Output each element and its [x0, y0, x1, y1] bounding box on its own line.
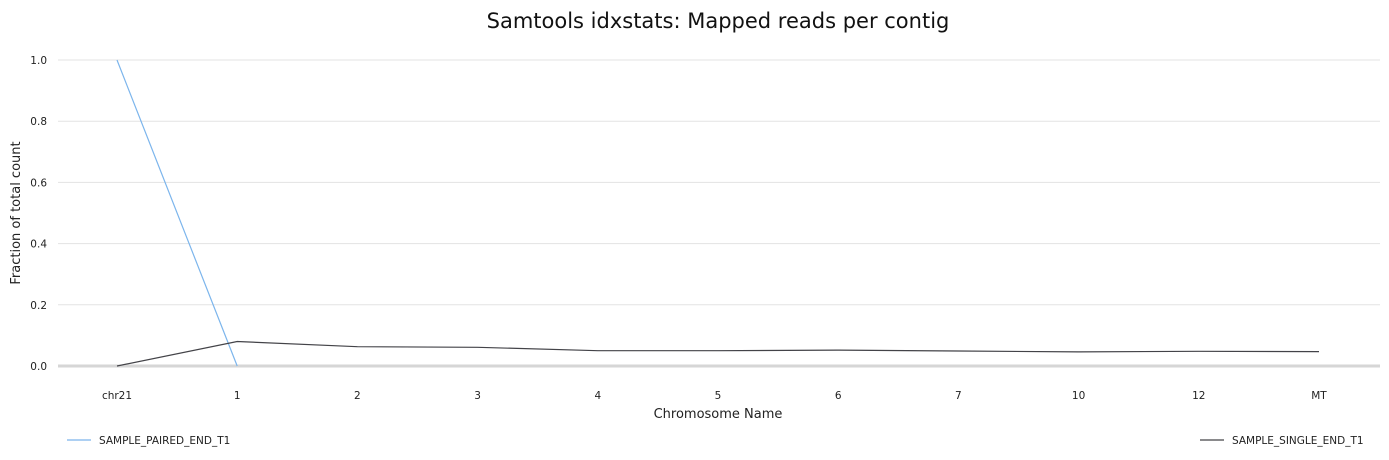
y-tick-label: 0.8: [30, 116, 47, 128]
legend: SAMPLE_PAIRED_END_T1 SAMPLE_SINGLE_END_T1: [67, 435, 1364, 447]
legend-label: SAMPLE_SINGLE_END_T1: [1232, 435, 1364, 447]
x-tick-label: 5: [715, 390, 722, 402]
x-tick-label: 4: [594, 390, 601, 402]
series-lines: [116, 59, 1320, 367]
x-axis-label: Chromosome Name: [654, 407, 783, 422]
y-axis-ticks: 0.0 0.2 0.4 0.6 0.8 1.0: [30, 55, 47, 373]
y-tick-label: 1.0: [30, 55, 47, 67]
x-tick-label: 1: [234, 390, 241, 402]
x-tick-label: 7: [955, 390, 962, 402]
x-tick-label: MT: [1311, 390, 1327, 402]
y-tick-label: 0.2: [30, 300, 47, 312]
legend-item[interactable]: SAMPLE_SINGLE_END_T1: [1200, 435, 1364, 447]
x-tick-label: 6: [835, 390, 842, 402]
y-tick-label: 0.0: [30, 361, 47, 373]
x-axis-ticks: chr21 1 2 3 4 5 6 7 10 12 MT: [102, 390, 1327, 402]
grid: [58, 59, 1380, 368]
series-line-2: [116, 340, 1320, 367]
series-line-1: [116, 59, 238, 367]
legend-label: SAMPLE_PAIRED_END_T1: [99, 435, 230, 447]
y-axis-label: Fraction of total count: [9, 141, 24, 284]
y-tick-label: 0.4: [30, 239, 47, 251]
y-tick-label: 0.6: [30, 177, 47, 189]
x-tick-label: 10: [1072, 390, 1085, 402]
x-tick-label: 12: [1192, 390, 1205, 402]
x-tick-label: 3: [474, 390, 481, 402]
legend-item[interactable]: SAMPLE_PAIRED_END_T1: [67, 435, 230, 447]
x-tick-label: chr21: [102, 390, 132, 402]
chart-title: Samtools idxstats: Mapped reads per cont…: [487, 9, 950, 33]
x-tick-label: 2: [354, 390, 361, 402]
